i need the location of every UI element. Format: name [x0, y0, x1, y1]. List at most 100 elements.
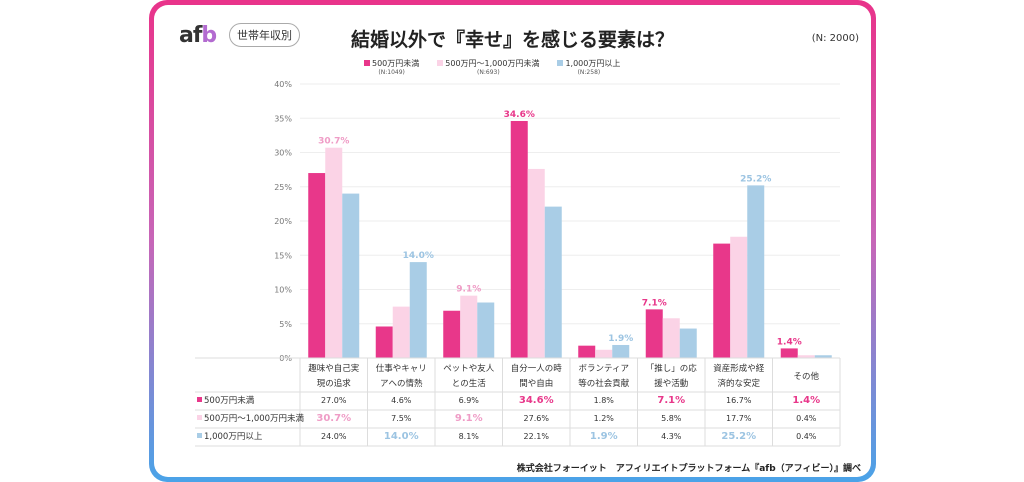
table-cell: 7.5%	[391, 414, 412, 423]
table-cell: 17.7%	[726, 414, 752, 423]
legend-item: 500万円～1,000万円未満 (N:693)	[437, 58, 539, 76]
table-cell: 4.6%	[391, 396, 412, 405]
row-label: 500万円～1,000万円未満	[204, 413, 305, 424]
segment-badge: 世帯年収別	[229, 23, 300, 47]
bar	[325, 147, 343, 358]
data-label: 1.4%	[777, 337, 802, 347]
legend-n: (N:693)	[477, 69, 500, 76]
y-tick-label: 35%	[274, 114, 292, 123]
bar	[392, 306, 410, 358]
legend-swatch	[364, 60, 370, 66]
table-cell: 1.2%	[594, 414, 615, 423]
bar	[730, 236, 748, 358]
bar	[510, 120, 528, 359]
table-cell: 27.0%	[321, 396, 347, 405]
bar	[645, 309, 663, 358]
category-label: 等の社会貢献	[578, 378, 630, 389]
bar	[342, 193, 360, 358]
data-label: 14.0%	[403, 251, 434, 261]
table-cell: 25.2%	[721, 431, 756, 442]
table-cell: 4.3%	[661, 432, 682, 441]
category-label: 趣味や自己実	[308, 363, 360, 374]
table-cell: 1.4%	[792, 395, 820, 406]
row-swatch	[197, 397, 202, 402]
legend-swatch	[557, 60, 564, 66]
bar	[662, 318, 680, 358]
bar	[443, 310, 461, 358]
legend-label: 500万円未満	[372, 59, 420, 68]
legend-swatch	[437, 60, 444, 66]
data-label: 9.1%	[456, 285, 481, 295]
card: afb 世帯年収別 結婚以外で『幸せ』を感じる要素は？ (N: 2000) 50…	[154, 5, 871, 477]
legend: 500万円未満 (N:1049) 500万円～1,000万円未満 (N:693) 1,0…	[364, 58, 620, 76]
data-label: 1.9%	[608, 334, 633, 344]
legend-label: 1,000万円以上	[565, 59, 621, 68]
data-label: 34.6%	[504, 110, 535, 120]
data-label: 30.7%	[318, 137, 349, 147]
y-tick-label: 20%	[274, 217, 292, 226]
bar	[308, 173, 326, 358]
source-note: 株式会社フォーイット アフィリエイトプラットフォーム『afb（アフィビー）』調べ	[516, 464, 861, 474]
bar	[679, 328, 697, 358]
row-label: 500万円未満	[204, 395, 255, 406]
legend-label: 500万円～1,000万円未満	[445, 59, 540, 68]
category-label: その他	[793, 371, 819, 382]
table-cell: 14.0%	[384, 431, 419, 442]
bar	[612, 344, 630, 358]
category-label: との生活	[452, 378, 486, 389]
category-label: 援や活動	[654, 378, 688, 389]
chart-title: 結婚以外で『幸せ』を感じる要素は？	[350, 29, 674, 51]
y-tick-label: 15%	[274, 251, 292, 260]
bar	[797, 355, 815, 358]
category-label: 「推し」の応	[646, 363, 698, 374]
table-cell: 9.1%	[455, 413, 483, 424]
y-tick-label: 5%	[279, 320, 292, 329]
y-tick-label: 10%	[274, 286, 292, 295]
category-label: 現の追求	[317, 378, 352, 389]
chart: 0%5%10%15%20%25%30%35%40%30.7%14.0%9.1%3…	[195, 80, 841, 447]
table-cell: 30.7%	[316, 413, 351, 424]
table-cell: 34.6%	[519, 395, 554, 406]
bar	[477, 302, 495, 358]
category-label: 自分一人の時	[511, 363, 563, 374]
legend-item: 500万円未満 (N:1049)	[364, 58, 419, 76]
bar	[814, 355, 832, 358]
category-label: 間や自由	[519, 378, 553, 389]
category-label: ペットや友人	[443, 363, 495, 374]
table-cell: 8.1%	[459, 432, 480, 441]
category-label: 資産形成や経	[713, 363, 765, 374]
table-cell: 1.8%	[594, 396, 615, 405]
bar	[527, 168, 545, 358]
sample-size: (N: 2000)	[811, 33, 859, 44]
legend-n: (N:1049)	[378, 69, 405, 76]
bar	[409, 262, 427, 358]
category-label: 済的な安定	[717, 378, 760, 389]
table-cell: 22.1%	[524, 432, 550, 441]
bar	[595, 349, 613, 358]
bar	[544, 206, 562, 358]
table-cell: 27.6%	[524, 414, 550, 423]
table-cell: 6.9%	[459, 396, 480, 405]
row-label: 1,000万円以上	[204, 432, 263, 442]
bar	[375, 326, 393, 358]
bar	[747, 185, 765, 358]
table-cell: 0.4%	[796, 414, 817, 423]
y-tick-label: 30%	[274, 149, 292, 158]
data-label: 7.1%	[642, 298, 667, 308]
table-cell: 0.4%	[796, 432, 817, 441]
legend-n: (N:258)	[577, 69, 601, 76]
category-label: アへの情熱	[380, 378, 423, 389]
row-swatch	[197, 433, 202, 438]
category-label: 仕事やキャリ	[376, 363, 427, 374]
category-label: ボランティア	[579, 364, 630, 374]
data-label: 25.2%	[740, 174, 771, 184]
table-cell: 24.0%	[321, 432, 347, 441]
bar	[578, 345, 596, 358]
y-tick-label: 40%	[274, 80, 292, 89]
bar	[780, 348, 798, 358]
table-cell: 1.9%	[590, 431, 618, 442]
bar	[460, 295, 478, 358]
legend-item: 1,000万円以上 (N:258)	[557, 58, 620, 76]
bar	[713, 243, 731, 358]
afb-logo: afb	[179, 23, 217, 48]
